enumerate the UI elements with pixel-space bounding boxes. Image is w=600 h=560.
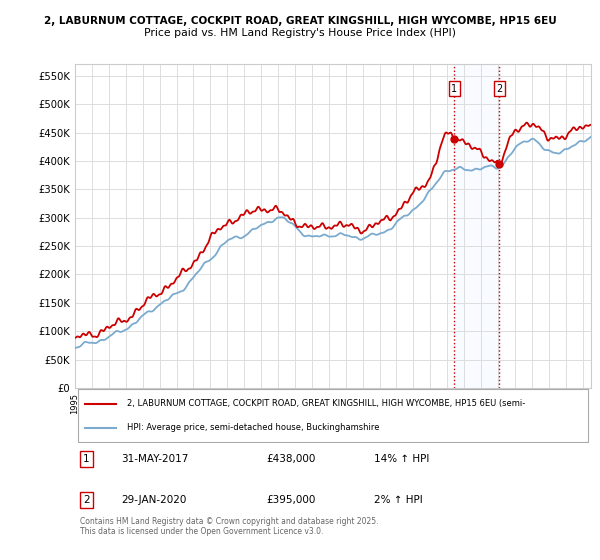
Text: HPI: Average price, semi-detached house, Buckinghamshire: HPI: Average price, semi-detached house,…	[127, 423, 379, 432]
Text: 2: 2	[83, 495, 89, 505]
Text: 31-MAY-2017: 31-MAY-2017	[121, 454, 189, 464]
Bar	[454, 64, 499, 388]
FancyBboxPatch shape	[77, 389, 589, 442]
Text: £438,000: £438,000	[266, 454, 315, 464]
Text: £395,000: £395,000	[266, 495, 315, 505]
Text: 1: 1	[451, 84, 457, 94]
Text: 14% ↑ HPI: 14% ↑ HPI	[374, 454, 430, 464]
Text: 2, LABURNUM COTTAGE, COCKPIT ROAD, GREAT KINGSHILL, HIGH WYCOMBE, HP15 6EU (semi: 2, LABURNUM COTTAGE, COCKPIT ROAD, GREAT…	[127, 399, 525, 408]
Text: Price paid vs. HM Land Registry's House Price Index (HPI): Price paid vs. HM Land Registry's House …	[144, 28, 456, 38]
Text: 2% ↑ HPI: 2% ↑ HPI	[374, 495, 423, 505]
Text: Contains HM Land Registry data © Crown copyright and database right 2025.
This d: Contains HM Land Registry data © Crown c…	[80, 516, 379, 536]
Text: 2, LABURNUM COTTAGE, COCKPIT ROAD, GREAT KINGSHILL, HIGH WYCOMBE, HP15 6EU: 2, LABURNUM COTTAGE, COCKPIT ROAD, GREAT…	[44, 16, 556, 26]
Text: 29-JAN-2020: 29-JAN-2020	[121, 495, 187, 505]
Text: 1: 1	[83, 454, 89, 464]
Text: 2: 2	[496, 84, 502, 94]
